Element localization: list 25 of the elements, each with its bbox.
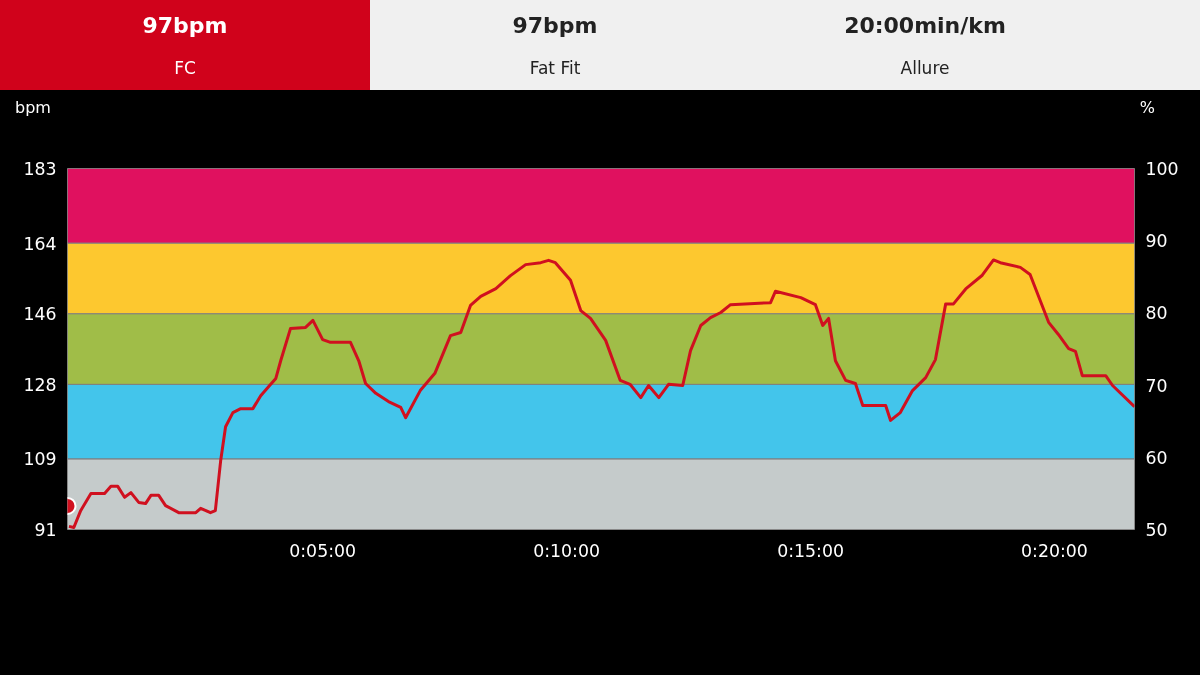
x-tick-label: 0:20:00 [1021,540,1088,561]
text: FC [174,56,196,80]
x-tick-label: 0:05:00 [289,540,357,561]
y2-axis-title: % [1139,96,1155,119]
y-tick-label: 183 [23,159,57,179]
text: 97bpm [512,12,598,41]
y-tick-label: 164 [23,233,57,254]
y-axis-title: bpm [15,96,51,119]
text: Allure [900,56,950,80]
y2-tick-label: 100 [1145,159,1179,179]
x-tick-label: 0:10:00 [533,540,601,561]
y-tick-label: 91 [34,520,57,540]
y2-tick-label: 50 [1145,520,1168,540]
y2-tick-label: 80 [1145,303,1168,324]
y-tick-label: 128 [23,374,57,395]
x-tick-label: 0:15:00 [777,540,844,561]
y-tick-label: 146 [23,304,57,325]
text: Fat Fit [529,56,581,80]
y2-tick-label: 90 [1145,231,1168,252]
line-series [67,258,1135,530]
y2-tick-label: 70 [1145,375,1168,396]
y-tick-label: 109 [23,449,57,470]
y2-tick-label: 60 [1145,447,1168,468]
text: 97bpm [142,12,228,41]
text: 20:00min/km [844,12,1006,41]
